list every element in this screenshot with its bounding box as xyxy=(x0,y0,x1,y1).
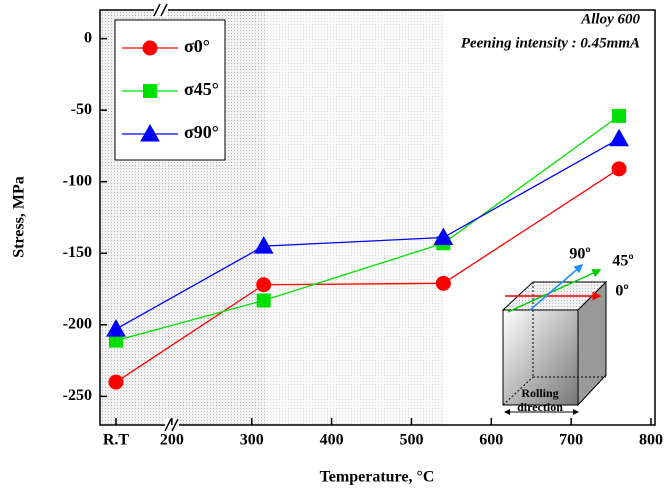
y-tick-label: -50 xyxy=(71,101,92,118)
x-tick-label: 600 xyxy=(479,432,503,449)
marker xyxy=(108,374,124,390)
annotation: Rolling xyxy=(521,386,558,400)
x-tick-label: 500 xyxy=(399,432,423,449)
annotation: 45º xyxy=(612,253,633,270)
axis-break xyxy=(153,3,179,432)
legend-label: σ90° xyxy=(184,122,219,142)
series-line xyxy=(115,168,620,383)
shaded-region xyxy=(266,10,444,425)
legend-label: σ45° xyxy=(184,79,219,99)
x-tick-label: 300 xyxy=(240,432,264,449)
y-tick-label: -250 xyxy=(63,387,92,404)
x-tick-label: 700 xyxy=(559,432,583,449)
plot-frame xyxy=(99,9,656,426)
inset-diagram xyxy=(501,264,608,415)
marker xyxy=(433,227,454,246)
legend xyxy=(114,19,226,161)
annotation: direction xyxy=(517,400,563,414)
annotation: Alloy 600 xyxy=(580,11,640,27)
y-tick-label: -100 xyxy=(63,172,92,189)
x-tick-label: 800 xyxy=(639,432,663,449)
y-tick-label: -200 xyxy=(63,315,92,332)
annotation: 90º xyxy=(569,246,590,263)
series-line xyxy=(115,138,620,330)
x-tick-label: R.T xyxy=(103,432,130,449)
legend-marker xyxy=(142,40,158,56)
marker xyxy=(256,293,271,308)
annotation: 0º xyxy=(615,283,628,300)
marker xyxy=(106,319,126,337)
annotation: Peening intensity : 0.45mmA xyxy=(461,35,640,51)
series-line xyxy=(115,115,620,342)
marker xyxy=(256,277,272,293)
y-axis-label: Stress, MPa xyxy=(11,176,28,257)
marker xyxy=(611,161,627,177)
legend-label: σ0° xyxy=(184,36,210,56)
marker xyxy=(435,275,451,291)
legend-marker xyxy=(143,84,157,98)
x-tick-label: 200 xyxy=(160,432,184,449)
marker xyxy=(253,236,274,254)
legend-marker xyxy=(140,123,160,142)
marker xyxy=(612,108,627,123)
marker xyxy=(609,128,629,147)
y-tick-label: -150 xyxy=(63,244,92,261)
x-tick-label: 400 xyxy=(320,432,344,449)
y-tick-label: 0 xyxy=(84,29,92,46)
x-axis-label: Temperature, °C xyxy=(320,469,435,486)
